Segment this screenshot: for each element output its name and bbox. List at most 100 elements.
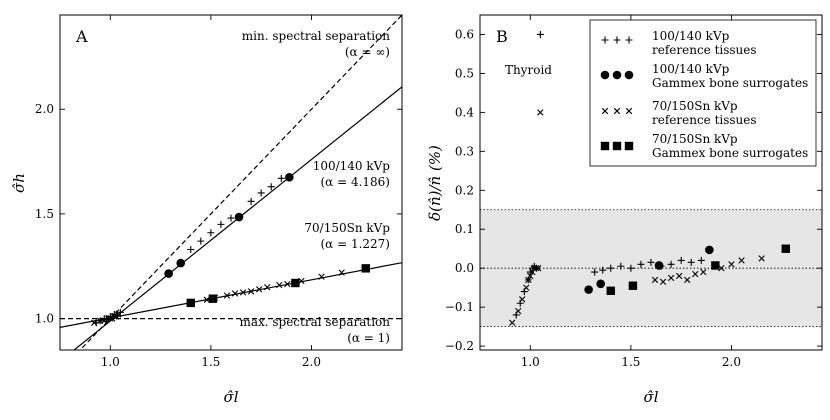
panel-a-point-plus xyxy=(187,246,195,253)
annotation-max-separation-alpha: (α = 1) xyxy=(347,331,390,345)
legend-marker-circle xyxy=(612,70,622,80)
panel-b-point-x xyxy=(527,272,534,280)
panel-a-point-plus xyxy=(207,229,215,237)
legend-3-line-1: 70/150Sn kVp xyxy=(652,99,738,113)
panel-b-point-x xyxy=(659,278,667,286)
annotation-thyroid: Thyroid xyxy=(505,63,552,77)
panel-a-point-plus xyxy=(257,189,265,197)
panel-b-point-x xyxy=(758,255,765,262)
legend-marker-square xyxy=(600,141,610,151)
panel-a-point-square xyxy=(186,298,195,308)
panel-a-point-x xyxy=(276,281,283,289)
panel-b-point-circle xyxy=(596,279,606,289)
annotation-max-separation: max. spectral separation xyxy=(239,315,390,329)
panel-b-point-x xyxy=(523,284,530,291)
legend-marker-square xyxy=(612,141,622,151)
panel-b-x-tick-label: 1.0 xyxy=(521,355,540,369)
panel-b-point-x xyxy=(700,268,707,276)
panel-a-point-square xyxy=(361,264,370,273)
panel-a-frame xyxy=(59,14,403,351)
panel-b-point-plus xyxy=(627,264,635,272)
panel-b-label: B xyxy=(496,27,508,46)
panel-b-point-x xyxy=(738,257,745,264)
panel-b-point-plus xyxy=(637,260,645,268)
panel-a-point-x xyxy=(101,317,108,324)
panel-b-point-x xyxy=(519,296,526,303)
panel-b-y-tick-label: 0.1 xyxy=(455,222,474,236)
panel-a-y-tick-label: 2.0 xyxy=(35,102,54,116)
panel-b-point-plus xyxy=(599,266,607,274)
panel-b-point-x xyxy=(535,265,542,272)
panel-b-point-plus xyxy=(536,30,544,38)
panel-a-point-square xyxy=(208,294,218,303)
legend-marker-circle xyxy=(624,70,634,80)
panel-a-x-tick-label: 2.0 xyxy=(302,355,321,369)
panel-a-point-circle xyxy=(234,212,244,222)
legend-marker-x xyxy=(625,107,633,115)
panel-a-y-axis-title: σ̂h xyxy=(10,173,28,193)
panel-b-point-plus xyxy=(667,260,675,268)
panel-b-point-x xyxy=(667,274,675,282)
annotation-100-140-alpha: (α = 4.186) xyxy=(320,175,390,189)
panel-a-point-plus xyxy=(277,174,285,182)
panel-a-ticks: 1.0 1.5 2.0 1.0 1.5 2.0 xyxy=(35,15,402,369)
panel-a-point-circle xyxy=(164,269,173,278)
panel-b-point-x xyxy=(525,276,532,284)
panel-b-frame xyxy=(479,14,823,351)
annotation-min-separation-alpha: (α = ∞) xyxy=(345,45,390,59)
panel-b-ticks: 1.0 1.5 2.0 −0.2 −0.1 0.0 0.1 0.2 0.3 0.4 0.5 0.6 xyxy=(445,15,822,369)
panel-b-point-x xyxy=(537,109,544,116)
legend-marker-plus xyxy=(625,36,633,44)
panel-b-point-plus xyxy=(591,268,599,276)
panel-a-point-square xyxy=(291,278,300,288)
panel-a-point-x xyxy=(223,292,231,299)
annotation-min-separation: min. spectral separation xyxy=(242,29,390,43)
panel-b-y-tick-label: 0.3 xyxy=(455,144,474,158)
panel-a-point-plus xyxy=(267,183,275,191)
panel-b-point-x xyxy=(675,272,683,280)
panel-a-point-x xyxy=(338,269,345,276)
panel-b-point-square xyxy=(628,281,638,290)
panel-b-point-plus xyxy=(687,258,695,266)
panel-b-point-plus xyxy=(677,256,685,264)
panel-b-point-circle xyxy=(705,245,714,255)
panel-b-point-x xyxy=(508,319,516,326)
legend-markers xyxy=(600,36,634,151)
panel-b-y-tick-label: −0.1 xyxy=(445,300,474,314)
legend-marker-square xyxy=(624,141,634,151)
panel-a-point-x xyxy=(284,280,291,288)
legend-marker-x xyxy=(601,107,609,115)
panel-b-point-plus xyxy=(617,262,625,270)
legend-2-line-1: 100/140 kVp xyxy=(652,62,730,76)
panel-a-point-x xyxy=(91,319,98,326)
panel-b-point-circle xyxy=(654,261,664,270)
panel-a-point-circle xyxy=(285,172,294,182)
panel-a-point-x xyxy=(239,289,247,296)
panel-b-point-plus xyxy=(647,258,655,266)
panel-a-point-x xyxy=(318,273,325,280)
panel-a-y-tick-label: 1.0 xyxy=(35,312,54,326)
panel-a: 1.0 1.5 2.0 1.0 1.5 2.0 A min. spectral separ… xyxy=(10,14,403,406)
panel-b-point-x xyxy=(692,270,699,278)
panel-b-point-x xyxy=(533,265,540,272)
legend: 100/140 kVp reference tissues 100/140 kV… xyxy=(589,19,817,167)
legend-marker-circle xyxy=(600,70,610,80)
legend-1-line-1: 100/140 kVp xyxy=(652,29,730,43)
legend-2-line-2: Gammex bone surrogates xyxy=(652,76,808,90)
legend-3-line-2: reference tissues xyxy=(652,113,757,127)
annotation-100-140: 100/140 kVp xyxy=(313,159,391,173)
panel-b-point-square xyxy=(606,286,615,295)
panel-b-y-tick-label: −0.2 xyxy=(445,339,474,353)
panel-a-point-plus xyxy=(217,220,225,228)
legend-marker-plus xyxy=(613,36,621,44)
panel-a-point-x xyxy=(255,286,263,293)
panel-b-point-plus xyxy=(607,264,615,272)
legend-marker-plus xyxy=(601,36,609,44)
panel-a-label: A xyxy=(75,27,88,46)
panel-a-point-plus xyxy=(197,237,205,245)
panel-b-y-axis-title: δ(n̂)/n̂ (%) xyxy=(426,145,444,221)
panel-b-point-x xyxy=(515,307,522,315)
panel-a-point-x xyxy=(264,283,271,291)
panel-b-x-tick-label: 2.0 xyxy=(722,355,741,369)
